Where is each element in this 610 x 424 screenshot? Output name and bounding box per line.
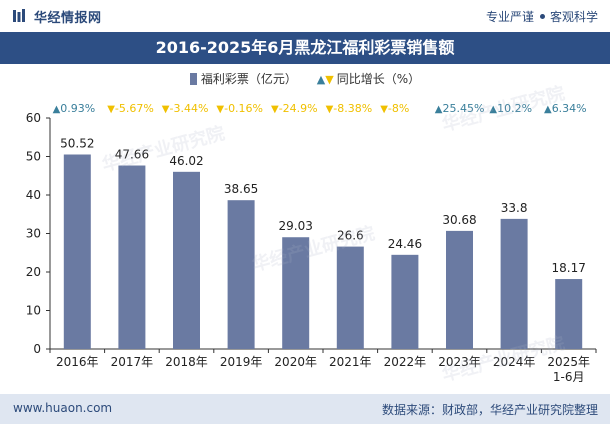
growth-down-icon: ▼ xyxy=(162,104,170,115)
bar-value-label: 26.6 xyxy=(337,229,364,243)
x-tick-label: 2024年 xyxy=(493,355,536,369)
x-tick-label: 2021年 xyxy=(329,355,372,369)
brand-name: 华经情报网 xyxy=(34,11,102,26)
x-tick-label: 2020年 xyxy=(274,355,317,369)
growth-up-icon: ▲ xyxy=(489,104,497,115)
bar-value-label: 33.8 xyxy=(501,201,528,215)
bar-value-label: 29.03 xyxy=(279,219,313,233)
growth-up-icon: ▲ xyxy=(53,104,61,115)
bar xyxy=(500,218,528,349)
bar xyxy=(118,165,146,349)
growth-label: 25.45% xyxy=(443,102,485,115)
bar-value-label: 47.66 xyxy=(115,148,149,162)
legend-item-growth: ▲▼ 同比增长（%） xyxy=(317,70,420,87)
bar-swatch-icon xyxy=(189,73,197,85)
bar-value-label: 18.17 xyxy=(552,261,586,275)
growth-label: -3.44% xyxy=(170,102,209,115)
bar xyxy=(63,154,91,349)
legend-growth-label: 同比增长（%） xyxy=(336,72,421,86)
chart-legend: 福利彩票（亿元） ▲▼ 同比增长（%） xyxy=(0,70,610,90)
growth-label: 6.34% xyxy=(552,102,587,115)
bar xyxy=(391,254,419,349)
x-tick-label: 2018年 xyxy=(165,355,208,369)
growth-label: -8.38% xyxy=(333,102,372,115)
growth-down-icon: ▼ xyxy=(271,104,279,115)
growth-down-icon: ▼ xyxy=(107,104,115,115)
bar xyxy=(227,200,255,349)
y-tick-label: 60 xyxy=(26,111,41,125)
growth-up-icon: ▲ xyxy=(544,104,552,115)
bar-value-label: 24.46 xyxy=(388,237,422,251)
growth-label: -0.16% xyxy=(224,102,263,115)
growth-label: -8% xyxy=(388,102,409,115)
growth-down-icon: ▼ xyxy=(326,104,334,115)
x-tick-label: 2023年 xyxy=(438,355,481,369)
legend-bar-label: 福利彩票（亿元） xyxy=(200,72,297,86)
bar xyxy=(173,171,200,349)
tagline-dot-icon xyxy=(539,14,545,19)
x-tick-label: 2017年 xyxy=(111,355,154,369)
bar-value-label: 38.65 xyxy=(224,182,258,196)
brand-logo-icon xyxy=(13,9,25,22)
footer: www.huaon.com 数据来源：财政部，华经产业研究院整理 xyxy=(0,394,610,424)
bar xyxy=(282,237,310,349)
y-tick-label: 20 xyxy=(26,265,41,279)
top-bar: 华经情报网 专业严谨 客观科学 xyxy=(0,0,610,32)
growth-label: 10.2% xyxy=(497,102,532,115)
bar-value-label: 46.02 xyxy=(169,154,203,168)
growth-label: -24.9% xyxy=(279,102,318,115)
x-tick-label: 2022年 xyxy=(384,355,427,369)
bar-value-label: 50.52 xyxy=(60,136,94,150)
title-bar: 2016-2025年6月黑龙江福利彩票销售额 xyxy=(0,32,610,64)
bar xyxy=(336,246,364,349)
y-tick-label: 30 xyxy=(26,227,41,241)
growth-label: 0.93% xyxy=(60,102,95,115)
bar xyxy=(446,230,473,349)
tagline: 专业严谨 客观科学 xyxy=(486,8,598,25)
tagline-right: 客观科学 xyxy=(549,10,598,24)
footer-source: 数据来源：财政部，华经产业研究院整理 xyxy=(381,403,598,417)
x-tick-label: 2019年 xyxy=(220,355,263,369)
x-tick-label: 2016年 xyxy=(56,355,99,369)
tagline-left: 专业严谨 xyxy=(485,10,534,24)
footer-website: www.huaon.com xyxy=(13,401,113,415)
growth-down-icon: ▼ xyxy=(216,104,224,115)
growth-down-icon: ▼ xyxy=(380,104,388,115)
y-tick-label: 10 xyxy=(26,304,41,318)
bar xyxy=(555,279,583,349)
bar-value-label: 30.68 xyxy=(442,213,476,227)
chart-title: 2016-2025年6月黑龙江福利彩票销售额 xyxy=(155,38,455,57)
down-triangle-icon: ▼ xyxy=(325,73,334,86)
x-tick-label: 1-6月 xyxy=(553,370,585,384)
x-tick-label: 2025年 xyxy=(547,355,590,369)
y-tick-label: 50 xyxy=(26,150,41,164)
y-tick-label: 40 xyxy=(26,188,41,202)
up-triangle-icon: ▲ xyxy=(316,73,326,86)
growth-label: -5.67% xyxy=(115,102,154,115)
y-tick-label: 0 xyxy=(33,342,41,356)
growth-up-icon: ▲ xyxy=(435,104,443,115)
legend-item-bar: 福利彩票（亿元） xyxy=(189,70,297,87)
